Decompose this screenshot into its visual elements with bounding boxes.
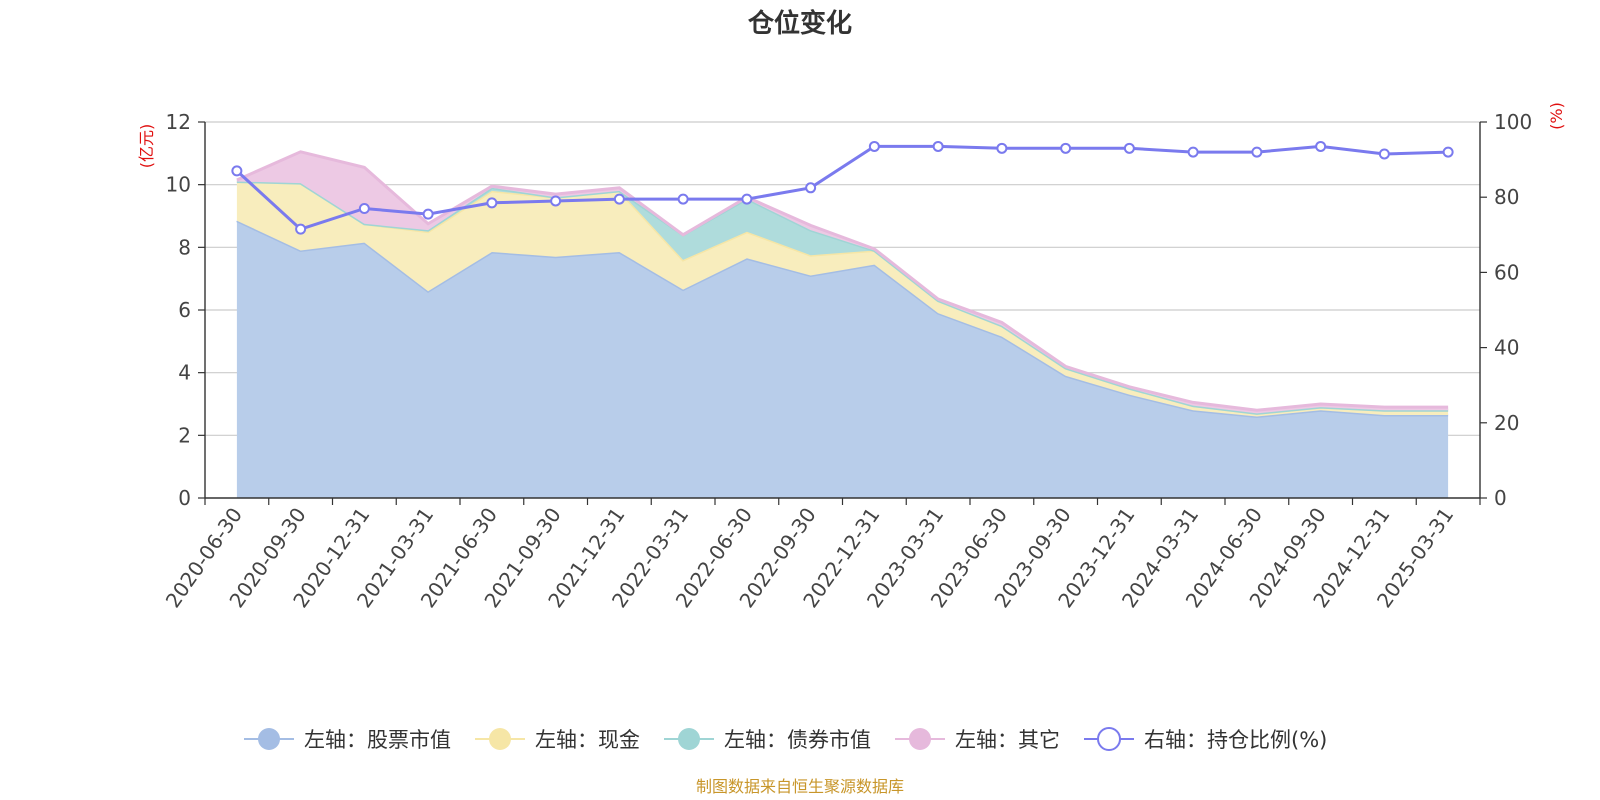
ratio-point: [932, 140, 944, 152]
left-tick-label: 4: [178, 361, 191, 385]
legend-item[interactable]: 右轴：持仓比例(%): [1084, 727, 1327, 752]
legend-marker: [258, 728, 280, 750]
right-tick-label: 20: [1494, 411, 1519, 435]
legend[interactable]: 左轴：股票市值 左轴：现金 左轴：债券市值 左轴：其它 右轴：持仓比例(%): [244, 727, 1327, 752]
left-tick-label: 10: [166, 173, 191, 197]
legend-label: 左轴：股票市值: [304, 728, 451, 752]
area-edge-左轴：其它: [236, 150, 1449, 412]
ratio-point: [550, 195, 562, 207]
left-tick-label: 0: [178, 486, 191, 510]
right-axis-unit: (%): [1547, 102, 1566, 130]
ratio-point: [422, 208, 434, 220]
ratio-point: [1251, 146, 1263, 158]
ratio-line: [231, 140, 1454, 235]
right-tick-label: 80: [1494, 185, 1519, 209]
chart-title: 仓位变化: [747, 8, 852, 39]
left-axis-unit: (亿元): [137, 124, 156, 169]
ratio-point: [741, 193, 753, 205]
ratio-point: [1187, 146, 1199, 158]
ratio-point: [677, 193, 689, 205]
legend-marker: [909, 728, 931, 750]
ratio-point: [1123, 142, 1135, 154]
legend-item[interactable]: 左轴：债券市值: [664, 728, 871, 752]
legend-item[interactable]: 左轴：股票市值: [244, 728, 451, 752]
left-tick-label: 12: [166, 110, 191, 134]
left-tick-label: 8: [178, 235, 191, 259]
legend-label: 左轴：债券市值: [724, 728, 871, 752]
ratio-point: [231, 165, 243, 177]
right-tick-label: 40: [1494, 336, 1519, 360]
stacked-areas: [236, 150, 1449, 498]
legend-label: 左轴：其它: [955, 728, 1060, 752]
right-tick-label: 0: [1494, 486, 1507, 510]
ratio-point: [868, 140, 880, 152]
right-tick-label: 60: [1494, 260, 1519, 284]
ratio-point: [295, 223, 307, 235]
left-tick-label: 2: [178, 423, 191, 447]
ratio-point: [486, 197, 498, 209]
left-tick-label: 6: [178, 298, 191, 322]
ratio-series-line: [235, 144, 1449, 231]
legend-marker: [678, 728, 700, 750]
ratio-point: [805, 182, 817, 194]
legend-marker: [489, 728, 511, 750]
area-左轴：现金: [236, 181, 1449, 417]
legend-item[interactable]: 左轴：其它: [895, 728, 1060, 752]
legend-label: 右轴：持仓比例(%): [1144, 728, 1327, 752]
right-tick-label: 100: [1494, 110, 1532, 134]
legend-marker: [1097, 727, 1121, 751]
legend-label: 左轴：现金: [535, 728, 640, 752]
area-左轴：其它: [236, 151, 1449, 414]
ratio-point: [1060, 142, 1072, 154]
ratio-point: [1442, 146, 1454, 158]
ratio-point: [1315, 140, 1327, 152]
ratio-point: [1378, 148, 1390, 160]
source-note: 制图数据来自恒生聚源数据库: [696, 777, 904, 796]
ratio-point: [613, 193, 625, 205]
area-左轴：股票市值: [236, 220, 1449, 498]
ratio-point: [358, 202, 370, 214]
ratio-point: [996, 142, 1008, 154]
legend-item[interactable]: 左轴：现金: [475, 728, 640, 752]
